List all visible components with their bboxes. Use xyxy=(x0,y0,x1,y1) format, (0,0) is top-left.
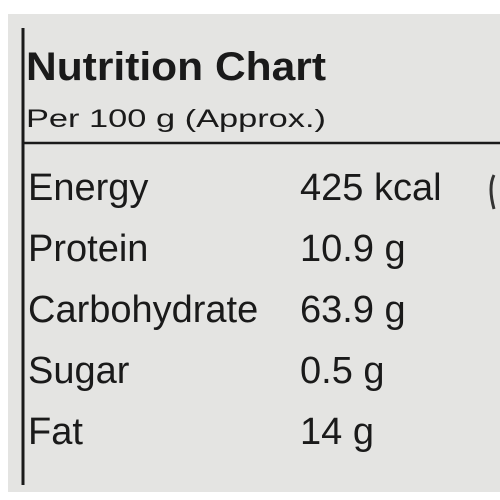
nutrient-amount: 10.9 g xyxy=(300,228,406,270)
nutrient-name: Energy xyxy=(28,167,148,209)
nutrient-name: Fat xyxy=(28,411,83,453)
subtitle: Per 100 g (Approx.) xyxy=(26,105,326,133)
nutrient-name: Protein xyxy=(28,228,148,270)
nutrient-name: Sugar xyxy=(28,350,130,392)
nutrient-amount: 63.9 g xyxy=(300,289,406,331)
nutrient-amount: 0.5 g xyxy=(300,350,385,392)
label-background xyxy=(8,14,500,492)
nutrition-table: Energy 425 kcal Protein 10.9 g Carbohydrate 6… xyxy=(28,167,442,453)
nutrient-name: Carbohydrate xyxy=(28,289,258,331)
nutrient-amount: 425 kcal xyxy=(300,167,442,209)
edge-mark xyxy=(489,174,496,210)
nutrient-amount: 14 g xyxy=(300,411,374,453)
title: Nutrition Chart xyxy=(26,45,326,89)
